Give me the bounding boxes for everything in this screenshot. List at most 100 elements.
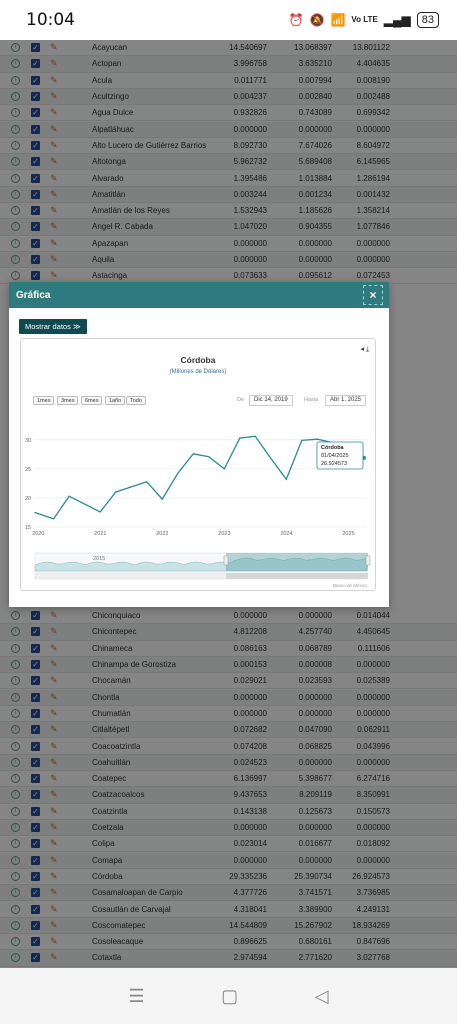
info-icon[interactable]: i — [11, 676, 20, 686]
row-checkbox[interactable]: ✓ — [31, 953, 40, 963]
row-checkbox[interactable]: ✓ — [31, 189, 40, 199]
table-row[interactable]: i ✓ ✎ Altotonga 5.962732 5.689408 6.145965 — [0, 154, 457, 171]
chart-icon[interactable]: ✎ — [50, 707, 58, 718]
range-button[interactable]: 1mes — [33, 396, 55, 405]
table-row[interactable]: i ✓ ✎ Chicontepec 4.812208 4.257740 4.450645 — [0, 624, 457, 641]
info-icon[interactable]: i — [11, 871, 20, 881]
table-row[interactable]: i ✓ ✎ Coscomatepec 14.544809 15.267902 18.9342… — [0, 917, 457, 934]
table-row[interactable]: i ✓ ✎ Coacoatzintla 0.074208 0.068825 0.043996 — [0, 738, 457, 755]
table-row[interactable]: i ✓ ✎ Chinameca 0.086163 0.068789 0.111606 — [0, 641, 457, 657]
info-icon[interactable]: i — [11, 708, 20, 718]
export-menu-icon[interactable]: ◂ ⤓ — [360, 346, 369, 353]
row-checkbox[interactable]: ✓ — [31, 206, 40, 216]
info-icon[interactable]: i — [11, 839, 20, 849]
info-icon[interactable]: i — [11, 937, 20, 947]
table-row[interactable]: i ✓ ✎ Chontla 0.000000 0.000000 0.000000 — [0, 689, 457, 706]
chart-icon[interactable]: ✎ — [50, 107, 58, 118]
chart-icon[interactable]: ✎ — [50, 903, 58, 914]
row-checkbox[interactable]: ✓ — [31, 839, 40, 849]
row-checkbox[interactable]: ✓ — [31, 43, 40, 53]
info-icon[interactable]: i — [11, 823, 20, 833]
row-checkbox[interactable]: ✓ — [31, 140, 40, 150]
table-row[interactable]: i ✓ ✎ Córdoba 29.335236 25.390734 26.924573 — [0, 869, 457, 886]
chart-icon[interactable]: ✎ — [50, 740, 58, 751]
info-icon[interactable]: i — [11, 59, 20, 69]
chart-icon[interactable]: ✎ — [50, 870, 58, 881]
info-icon[interactable]: i — [11, 43, 20, 53]
row-checkbox[interactable]: ✓ — [31, 937, 40, 947]
chart-icon[interactable]: ✎ — [50, 139, 58, 150]
row-checkbox[interactable]: ✓ — [31, 904, 40, 914]
row-checkbox[interactable]: ✓ — [31, 255, 40, 265]
info-icon[interactable]: i — [11, 124, 20, 134]
info-icon[interactable]: i — [11, 741, 20, 751]
row-checkbox[interactable]: ✓ — [31, 855, 40, 865]
chart-icon[interactable]: ✎ — [50, 123, 58, 134]
table-row[interactable]: i ✓ ✎ Colipa 0.023014 0.016677 0.018092 — [0, 836, 457, 853]
chart-icon[interactable]: ✎ — [50, 952, 58, 963]
row-checkbox[interactable]: ✓ — [31, 790, 40, 800]
range-button[interactable]: 1año — [105, 396, 126, 405]
info-icon[interactable]: i — [11, 920, 20, 930]
table-row[interactable]: i ✓ ✎ Chocamán 0.029021 0.023593 0.025389 — [0, 673, 457, 690]
to-date-input[interactable]: Abr 1, 2025 — [325, 395, 367, 406]
home-icon[interactable]: ▢ — [221, 985, 239, 1006]
info-icon[interactable]: i — [11, 660, 20, 670]
info-icon[interactable]: i — [11, 75, 20, 85]
table-row[interactable]: i ✓ ✎ Coetzala 0.000000 0.000000 0.000000 — [0, 819, 457, 837]
info-icon[interactable]: i — [11, 643, 20, 653]
table-row[interactable]: i ✓ ✎ Amatitlán 0.003244 0.001234 0.001432 — [0, 186, 457, 203]
table-row[interactable]: i ✓ ✎ Alvarado 1.395486 1.013884 1.286194 — [0, 170, 457, 187]
chart-icon[interactable]: ✎ — [50, 805, 58, 816]
row-checkbox[interactable]: ✓ — [31, 271, 40, 281]
table-row[interactable]: i ✓ ✎ Chiconquiaco 0.000000 0.000000 0.014044 — [0, 608, 457, 625]
chart-icon[interactable]: ✎ — [50, 221, 58, 232]
table-row[interactable]: i ✓ ✎ Coahuitlán 0.024523 0.000000 0.000000 — [0, 754, 457, 771]
chart-icon[interactable]: ✎ — [50, 691, 58, 702]
chart-icon[interactable]: ✎ — [50, 42, 58, 53]
chart-icon[interactable]: ✎ — [50, 675, 58, 686]
chart-icon[interactable]: ✎ — [50, 156, 58, 167]
chart-icon[interactable]: ✎ — [50, 854, 58, 865]
range-button[interactable]: Todo — [126, 396, 146, 405]
chart-icon[interactable]: ✎ — [50, 887, 58, 898]
table-row[interactable]: i ✓ ✎ Aquila 0.000000 0.000000 0.000000 — [0, 251, 457, 269]
table-row[interactable]: i ✓ ✎ Amatlán de los Reyes 1.532943 1.185626 1… — [0, 203, 457, 220]
info-icon[interactable]: i — [11, 806, 20, 816]
range-button[interactable]: 6mes — [81, 396, 103, 405]
info-icon[interactable]: i — [11, 790, 20, 800]
table-row[interactable]: i ✓ ✎ Cosoleacaque 0.896625 0.680161 0.847696 — [0, 934, 457, 951]
row-checkbox[interactable]: ✓ — [31, 871, 40, 881]
row-checkbox[interactable]: ✓ — [31, 611, 40, 621]
row-checkbox[interactable]: ✓ — [31, 92, 40, 102]
row-checkbox[interactable]: ✓ — [31, 627, 40, 637]
chart-icon[interactable]: ✎ — [50, 936, 58, 947]
table-row[interactable]: i ✓ ✎ Angel R. Cabada 1.047020 0.904355 1.0778… — [0, 219, 457, 236]
row-checkbox[interactable]: ✓ — [31, 108, 40, 118]
row-checkbox[interactable]: ✓ — [31, 238, 40, 248]
row-checkbox[interactable]: ✓ — [31, 741, 40, 751]
table-row[interactable]: i ✓ ✎ Actopan 3.996758 3.635210 4.404635 — [0, 56, 457, 73]
chart-icon[interactable]: ✎ — [50, 205, 58, 216]
info-icon[interactable]: i — [11, 904, 20, 914]
chart-icon[interactable]: ✎ — [50, 188, 58, 199]
info-icon[interactable]: i — [11, 725, 20, 735]
menu-icon[interactable]: ☰ — [128, 985, 145, 1006]
chart-icon[interactable]: ✎ — [50, 254, 58, 265]
table-row[interactable]: i ✓ ✎ Cotaxtla 2.974594 2.771620 3.027768 — [0, 950, 457, 967]
chart-icon[interactable]: ✎ — [50, 91, 58, 102]
range-button[interactable]: 3mes — [57, 396, 79, 405]
row-checkbox[interactable]: ✓ — [31, 173, 40, 183]
table-row[interactable]: i ✓ ✎ Chumatlán 0.000000 0.000000 0.000000 — [0, 706, 457, 723]
info-icon[interactable]: i — [11, 157, 20, 167]
info-icon[interactable]: i — [11, 855, 20, 865]
row-checkbox[interactable]: ✓ — [31, 59, 40, 69]
chart-icon[interactable]: ✎ — [50, 756, 58, 767]
info-icon[interactable]: i — [11, 611, 20, 621]
table-row[interactable]: i ✓ ✎ Coatepec 6.136997 5.398677 6.274716 — [0, 771, 457, 788]
row-checkbox[interactable]: ✓ — [31, 708, 40, 718]
chart-icon[interactable]: ✎ — [50, 822, 58, 833]
row-checkbox[interactable]: ✓ — [31, 643, 40, 653]
row-checkbox[interactable]: ✓ — [31, 124, 40, 134]
chart-icon[interactable]: ✎ — [50, 270, 58, 281]
